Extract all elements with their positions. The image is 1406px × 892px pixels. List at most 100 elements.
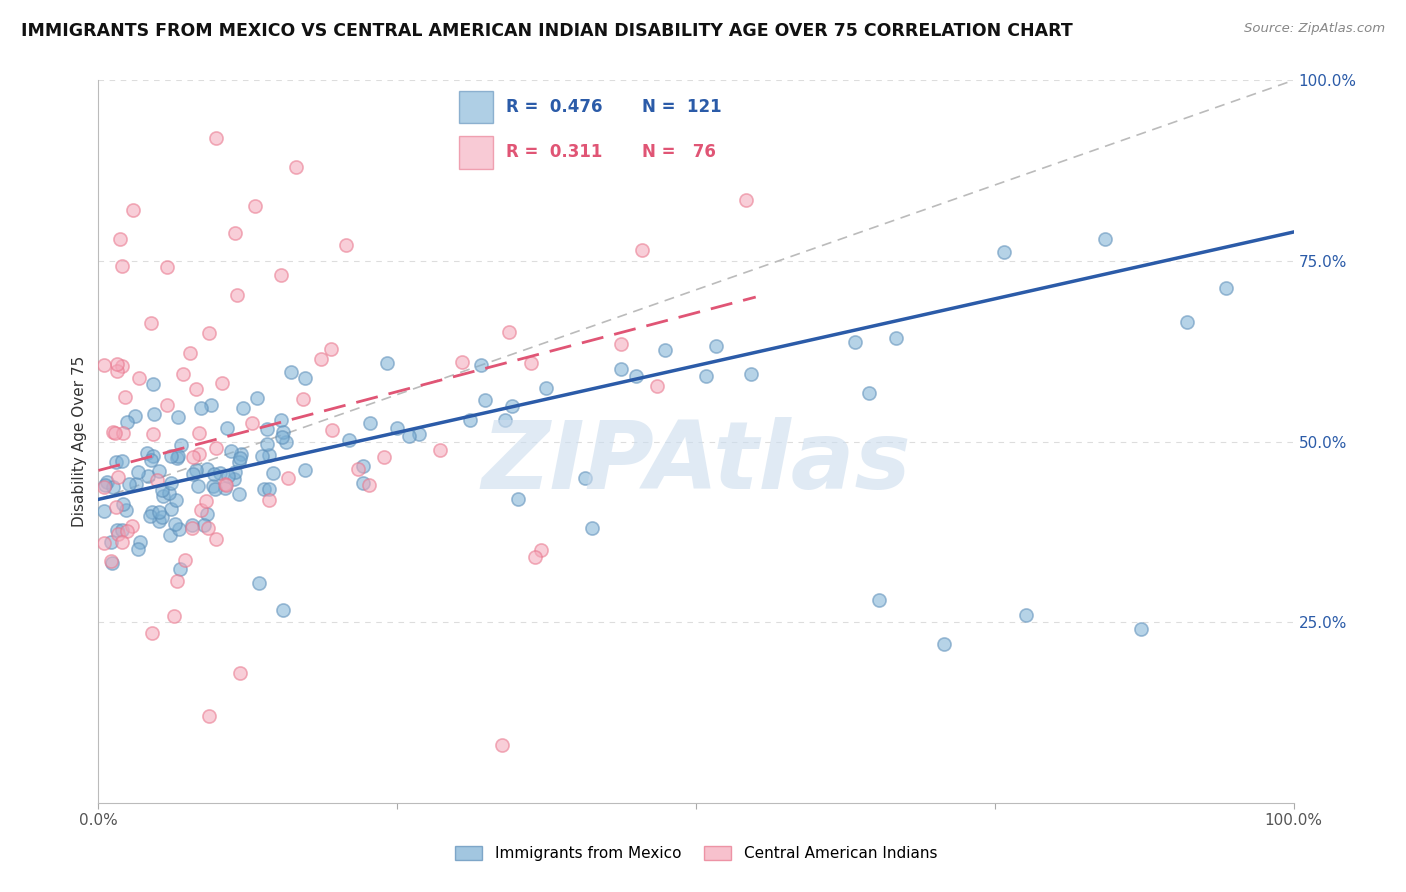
Y-axis label: Disability Age Over 75: Disability Age Over 75 — [72, 356, 87, 527]
Point — [491, 738, 513, 752]
Point — [520, 355, 543, 369]
Point — [184, 462, 207, 476]
Point — [114, 390, 136, 404]
Point — [141, 505, 163, 519]
Point — [105, 357, 128, 371]
Point — [735, 193, 758, 207]
Point — [695, 369, 717, 384]
Point — [135, 446, 157, 460]
Point — [195, 507, 218, 521]
Point — [321, 423, 343, 437]
Point — [581, 521, 603, 535]
Point — [198, 709, 221, 723]
Point — [107, 470, 129, 484]
Point — [217, 421, 239, 435]
Point — [209, 467, 232, 481]
Text: N =   76: N = 76 — [641, 143, 716, 161]
Point — [184, 382, 207, 396]
Point — [124, 409, 146, 423]
Point — [155, 260, 177, 274]
Point — [211, 376, 233, 391]
Point — [152, 489, 174, 503]
Point — [145, 473, 167, 487]
Point — [205, 533, 228, 547]
Point — [494, 413, 516, 427]
Point — [246, 392, 269, 406]
Point — [352, 476, 374, 491]
Point — [143, 407, 166, 421]
Point — [159, 528, 181, 542]
Point — [202, 467, 225, 481]
Point — [1094, 232, 1116, 246]
Point — [1175, 316, 1198, 330]
Point — [1215, 281, 1237, 295]
Point — [103, 425, 125, 439]
Point — [172, 367, 194, 381]
Point — [1014, 607, 1036, 622]
Point — [96, 475, 118, 490]
Point — [259, 449, 281, 463]
Point — [285, 160, 308, 174]
Point — [534, 380, 557, 394]
Point — [474, 392, 496, 407]
Point — [257, 483, 280, 497]
Point — [740, 367, 762, 381]
Point — [136, 469, 159, 483]
Point — [148, 465, 170, 479]
Point — [219, 443, 242, 458]
Point — [108, 232, 131, 246]
Point — [217, 468, 239, 483]
Point — [174, 552, 197, 566]
Point — [498, 325, 520, 339]
Point — [187, 479, 209, 493]
Point — [121, 203, 143, 218]
Point — [127, 465, 149, 479]
Point — [271, 603, 294, 617]
Point — [188, 447, 211, 461]
Point — [359, 478, 381, 492]
Point — [104, 425, 127, 440]
Point — [530, 542, 553, 557]
Legend: Immigrants from Mexico, Central American Indians: Immigrants from Mexico, Central American… — [449, 840, 943, 867]
Point — [167, 449, 190, 463]
Point — [100, 553, 122, 567]
Point — [352, 458, 374, 473]
Point — [111, 523, 134, 537]
Point — [142, 449, 165, 463]
Point — [253, 482, 276, 496]
Point — [202, 479, 225, 493]
Point — [118, 477, 141, 491]
Point — [228, 486, 250, 500]
Point — [335, 238, 357, 252]
Point — [271, 430, 294, 444]
Point — [934, 637, 956, 651]
Point — [141, 626, 163, 640]
Point — [626, 368, 648, 383]
Point — [195, 462, 218, 476]
Point — [93, 503, 115, 517]
Point — [884, 331, 907, 345]
Point — [252, 449, 274, 463]
Point — [243, 199, 266, 213]
Point — [224, 226, 246, 240]
FancyBboxPatch shape — [460, 91, 494, 123]
Point — [373, 450, 395, 464]
Point — [630, 244, 652, 258]
Point — [166, 574, 188, 588]
Point — [270, 268, 292, 283]
Point — [101, 556, 124, 570]
Point — [280, 365, 302, 379]
Point — [224, 466, 246, 480]
Point — [148, 505, 170, 519]
Point — [501, 399, 523, 413]
Point — [458, 413, 481, 427]
Point — [128, 371, 150, 385]
Point — [204, 442, 226, 456]
Point — [169, 562, 191, 576]
Point — [993, 244, 1015, 259]
Point — [190, 401, 212, 415]
Point — [228, 455, 250, 469]
Point — [139, 509, 162, 524]
Point — [226, 287, 249, 301]
Point — [868, 593, 890, 607]
